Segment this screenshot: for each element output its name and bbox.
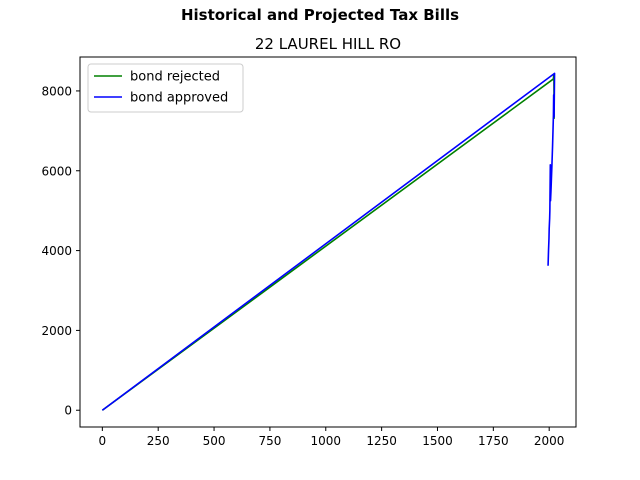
x-tick-label: 1250 bbox=[366, 434, 397, 448]
legend-box bbox=[87, 63, 244, 113]
series-lines bbox=[101, 72, 556, 411]
y-tick-label: 8000 bbox=[41, 84, 72, 98]
x-tick-label: 500 bbox=[203, 434, 226, 448]
x-axis-ticks: 0 250 500 750 1000 1250 1500 1750 2000 bbox=[99, 427, 565, 448]
legend-label: bond approved bbox=[130, 91, 228, 106]
y-tick-label: 2000 bbox=[41, 324, 72, 338]
x-tick-label: 1500 bbox=[422, 434, 453, 448]
x-tick-label: 250 bbox=[147, 434, 170, 448]
y-tick-label: 6000 bbox=[41, 164, 72, 178]
x-tick-label: 2000 bbox=[534, 434, 565, 448]
legend-label: bond rejected bbox=[130, 70, 220, 85]
y-axis-ticks: 0 2000 4000 6000 8000 bbox=[41, 84, 80, 418]
y-tick-label: 0 bbox=[64, 404, 72, 418]
axes-frame bbox=[79, 56, 577, 428]
x-tick-label: 1000 bbox=[310, 434, 341, 448]
series-line-2 bbox=[101, 72, 556, 411]
x-tick-label: 0 bbox=[99, 434, 107, 448]
x-tick-label: 750 bbox=[258, 434, 281, 448]
axes-title: 22 LAUREL HILL RO bbox=[254, 35, 402, 53]
y-tick-label: 4000 bbox=[41, 244, 72, 258]
legend: bond rejected bond approved bbox=[87, 63, 244, 113]
x-tick-label: 1750 bbox=[478, 434, 509, 448]
figure-suptitle: Historical and Projected Tax Bills bbox=[180, 6, 460, 24]
